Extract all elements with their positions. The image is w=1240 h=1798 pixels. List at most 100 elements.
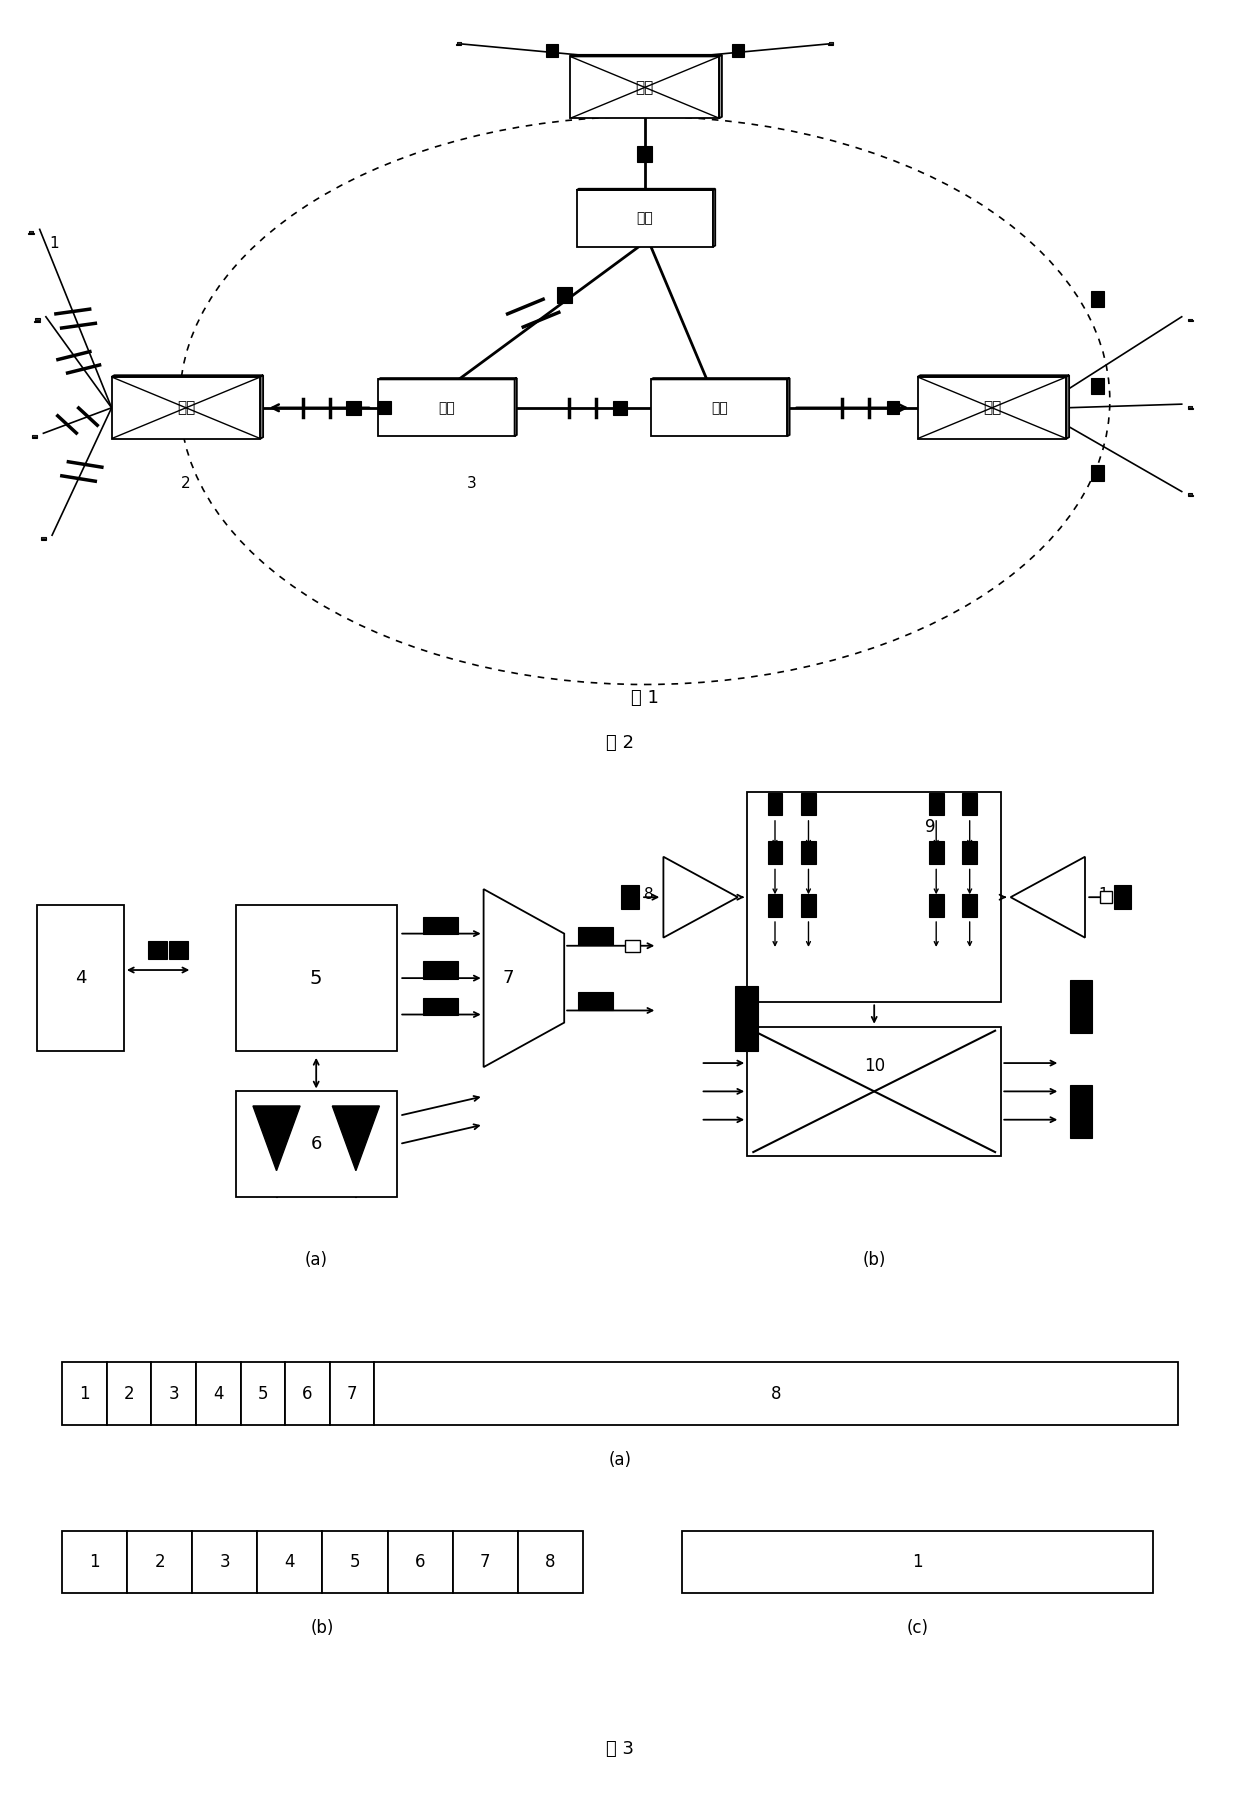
Bar [149,940,166,958]
Bar [613,401,627,415]
Text: 7: 7 [480,1553,490,1571]
Polygon shape [713,189,715,246]
Text: 4: 4 [285,1553,295,1571]
Bar [746,1027,1002,1156]
Polygon shape [1066,376,1069,439]
Bar [322,1530,387,1593]
Bar [801,894,816,917]
Bar [346,401,361,415]
Text: 图 1: 图 1 [631,689,658,707]
Text: 6: 6 [303,1384,312,1402]
Text: 2: 2 [154,1553,165,1571]
Text: 7: 7 [347,1384,357,1402]
Text: 1: 1 [1099,886,1109,903]
Bar [768,841,782,865]
Text: 核心: 核心 [438,401,455,415]
Bar [241,1363,285,1424]
Bar [37,906,124,1050]
Text: 1: 1 [50,236,60,250]
Text: 8: 8 [771,1384,781,1402]
Polygon shape [719,54,722,119]
Text: 4: 4 [213,1384,223,1402]
Bar [35,318,40,320]
Bar [151,1363,196,1424]
Bar [746,791,1002,1003]
Bar [169,940,188,958]
Bar [1091,378,1104,394]
Bar [258,1530,322,1593]
Bar [236,1091,397,1197]
Bar [29,230,33,232]
Bar [285,1363,330,1424]
Text: 6: 6 [310,1135,322,1153]
Bar [378,379,515,437]
Polygon shape [515,378,517,437]
Text: 10: 10 [863,1057,885,1075]
Bar [918,378,1066,439]
Bar [735,985,758,1050]
Text: 4: 4 [74,969,87,987]
Bar [732,43,744,56]
Bar [192,1530,258,1593]
Bar [423,962,458,978]
Bar [423,917,458,935]
Text: 1: 1 [79,1384,89,1402]
Bar [1091,466,1104,482]
Bar [637,146,652,162]
Text: 7: 7 [502,969,515,987]
Text: 图 3: 图 3 [606,1740,634,1758]
Bar [557,288,572,302]
Text: 3: 3 [466,476,476,491]
Bar [112,378,260,439]
Polygon shape [663,858,738,939]
Bar [546,43,558,56]
Bar [1100,892,1112,903]
Text: 3: 3 [219,1553,231,1571]
Polygon shape [787,378,790,437]
Bar [682,1530,1153,1593]
Text: 2: 2 [124,1384,134,1402]
Text: 6: 6 [415,1553,425,1571]
Bar [453,1530,518,1593]
Bar [962,793,977,816]
Bar [929,793,944,816]
Bar [651,379,787,437]
Text: 核心: 核心 [711,401,728,415]
Bar [929,841,944,865]
Bar [625,940,640,951]
Bar [962,841,977,865]
Text: 1: 1 [913,1553,923,1571]
Bar [1070,1086,1092,1138]
Text: (b): (b) [863,1251,885,1269]
Text: (c): (c) [906,1620,929,1638]
Text: (a): (a) [305,1251,327,1269]
Bar [801,793,816,816]
Bar [929,894,944,917]
Bar [387,1530,453,1593]
Text: 5: 5 [350,1553,360,1571]
Text: (a): (a) [609,1451,631,1469]
Text: 5: 5 [258,1384,268,1402]
Bar [236,906,397,1050]
Polygon shape [332,1106,379,1170]
Bar [107,1363,151,1424]
Bar [378,401,391,414]
Bar [423,998,458,1016]
Text: 图 2: 图 2 [606,734,634,752]
Text: 8: 8 [644,886,653,903]
Text: 9: 9 [925,818,935,836]
Text: 边缘: 边缘 [636,79,653,95]
Bar [577,191,713,246]
Polygon shape [1011,858,1085,939]
Bar [887,401,899,414]
Polygon shape [260,376,263,439]
Bar [621,885,639,910]
Bar [330,1363,374,1424]
Bar [1114,885,1131,910]
Bar [41,538,46,539]
Text: 5: 5 [310,969,322,987]
Bar [768,894,782,917]
Bar [1070,980,1092,1032]
Bar [374,1363,1178,1424]
Text: (b): (b) [311,1620,334,1638]
